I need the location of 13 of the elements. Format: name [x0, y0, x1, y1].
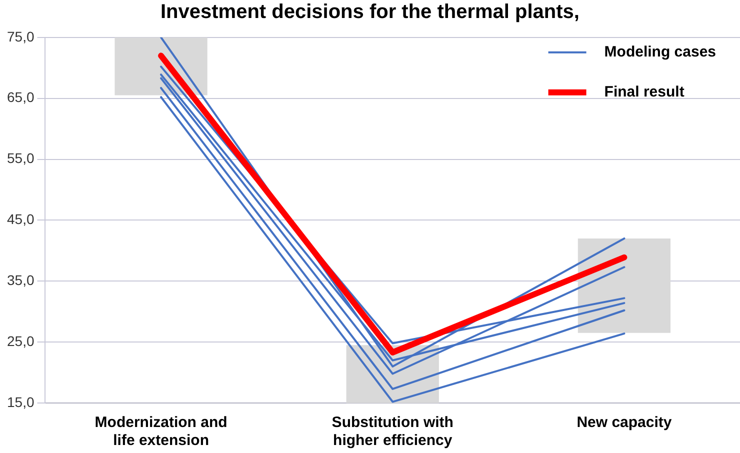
y-tick-label: 35,0 — [7, 272, 34, 288]
legend-label: Modeling cases — [604, 44, 716, 61]
x-tick-label: Modernization and life extension — [94, 414, 228, 450]
chart-title: Investment decisions for the thermal plants, — [160, 0, 580, 24]
y-tick-label: 15,0 — [7, 394, 34, 410]
legend-label: Final result — [604, 84, 684, 101]
x-tick-label: New capacity — [576, 414, 672, 432]
y-tick-label: 25,0 — [7, 332, 34, 349]
y-tick-label: 45,0 — [7, 211, 34, 228]
y-tick-label: 55,0 — [7, 150, 34, 166]
y-tick-label: 75,0 — [7, 28, 34, 44]
y-tick-label: 65,0 — [7, 89, 34, 106]
x-tick-label: Substitution with higher efficiency — [332, 414, 454, 450]
